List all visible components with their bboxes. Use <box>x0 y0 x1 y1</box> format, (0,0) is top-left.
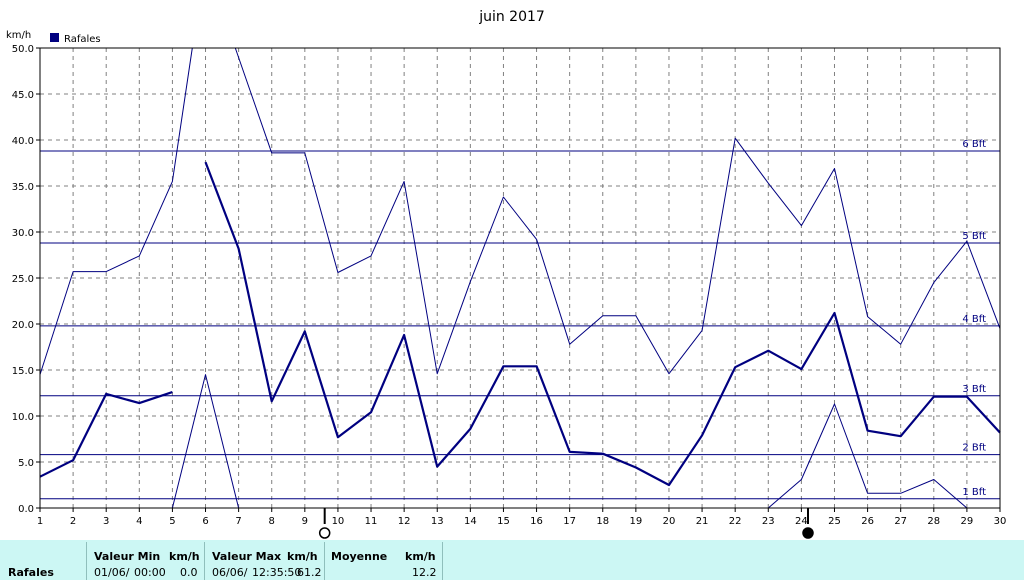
x-tick-label: 3 <box>103 516 109 527</box>
y-tick-label: 10.0 <box>12 412 34 423</box>
wind-gust-chart: juin 2017 km/h Rafales 1 Bft 2 Bft 3 Bft 4 … <box>6 9 1007 539</box>
x-tick-label: 17 <box>563 516 576 527</box>
x-tick-labels: 1 2 3 4 5 6 7 8 9 10 11 12 13 14 15 16 17 18 19 20 21 22 23 24 2… <box>37 508 1007 527</box>
x-tick-label: 12 <box>398 516 411 527</box>
x-tick-label: 21 <box>696 516 709 527</box>
series-min-line <box>171 374 240 509</box>
series-lines <box>39 47 1001 509</box>
x-tick-label: 8 <box>269 516 275 527</box>
series-min-line <box>767 403 968 509</box>
moon-phases <box>318 508 814 539</box>
beaufort-lines: 1 Bft 2 Bft 3 Bft 4 Bft 5 Bft 6 Bft <box>40 139 1000 500</box>
x-tick-label: 28 <box>927 516 940 527</box>
x-tick-label: 1 <box>37 516 43 527</box>
x-tick-label: 2 <box>70 516 76 527</box>
x-tick-label: 18 <box>596 516 609 527</box>
stats-max-value: 61.2 <box>297 566 322 579</box>
legend-label: Rafales <box>64 34 101 45</box>
y-tick-label: 35.0 <box>12 182 34 193</box>
stats-table: Valeur Min km/h Valeur Max km/h Moyenne … <box>0 540 1024 580</box>
x-tick-label: 11 <box>365 516 378 527</box>
beaufort-label: 5 Bft <box>962 231 986 242</box>
stats-header-max: Valeur Max <box>212 550 282 563</box>
y-tick-label: 30.0 <box>12 228 34 239</box>
x-tick-label: 19 <box>629 516 642 527</box>
x-tick-label: 15 <box>497 516 510 527</box>
y-axis-label: km/h <box>6 30 31 41</box>
x-tick-label: 13 <box>431 516 444 527</box>
series-max-line <box>39 47 1001 375</box>
x-tick-label: 14 <box>464 516 477 527</box>
x-tick-label: 9 <box>302 516 308 527</box>
x-tick-label: 23 <box>762 516 775 527</box>
series-mean-line <box>39 391 173 478</box>
stats-min-time: 00:00 <box>134 566 166 579</box>
beaufort-label: 1 Bft <box>962 487 986 498</box>
legend-swatch <box>50 33 59 42</box>
x-tick-label: 30 <box>994 516 1007 527</box>
x-tick-label: 6 <box>202 516 208 527</box>
stats-header-avg-unit: km/h <box>405 550 436 563</box>
x-tick-label: 4 <box>136 516 142 527</box>
y-tick-label: 15.0 <box>12 366 34 377</box>
stats-min-date: 01/06/ <box>94 566 130 579</box>
y-tick-label: 50.0 <box>12 44 34 55</box>
full-moon-icon <box>318 527 331 539</box>
stats-max-date: 06/06/ <box>212 566 248 579</box>
series-mean-line <box>204 161 1001 487</box>
x-tick-label: 25 <box>828 516 841 527</box>
x-tick-label: 26 <box>861 516 874 527</box>
x-tick-label: 5 <box>169 516 175 527</box>
stats-avg-value: 12.2 <box>412 566 437 579</box>
stats-header-avg: Moyenne <box>331 550 388 563</box>
beaufort-label: 3 Bft <box>962 384 986 395</box>
y-tick-label: 20.0 <box>12 320 34 331</box>
stats-max-time: 12:35:50 <box>252 566 302 579</box>
grid-lines <box>40 48 1000 508</box>
beaufort-label: 4 Bft <box>962 314 986 325</box>
x-tick-label: 29 <box>961 516 974 527</box>
y-tick-label: 5.0 <box>18 458 34 469</box>
beaufort-label: 2 Bft <box>962 443 986 454</box>
y-tick-label: 0.0 <box>18 504 34 515</box>
chart-title: juin 2017 <box>478 9 545 25</box>
stats-header-min-unit: km/h <box>169 550 200 563</box>
plot-frame <box>39 47 1001 509</box>
y-tick-label: 25.0 <box>12 274 34 285</box>
x-tick-label: 16 <box>530 516 543 527</box>
y-tick-label: 45.0 <box>12 90 34 101</box>
stats-row-label: Rafales <box>8 566 54 579</box>
x-tick-label: 22 <box>729 516 742 527</box>
x-tick-label: 27 <box>894 516 907 527</box>
x-tick-label: 20 <box>663 516 676 527</box>
new-moon-icon <box>802 527 814 539</box>
y-tick-label: 40.0 <box>12 136 34 147</box>
x-tick-label: 10 <box>332 516 345 527</box>
stats-min-value: 0.0 <box>180 566 198 579</box>
y-tick-labels: 0.0 5.0 10.0 15.0 20.0 25.0 30.0 35.0 40.0 45.0 50… <box>12 44 40 515</box>
x-tick-label: 7 <box>235 516 241 527</box>
stats-header-min: Valeur Min <box>94 550 161 563</box>
x-tick-label: 24 <box>795 516 808 527</box>
stats-header-max-unit: km/h <box>287 550 318 563</box>
beaufort-label: 6 Bft <box>962 139 986 150</box>
